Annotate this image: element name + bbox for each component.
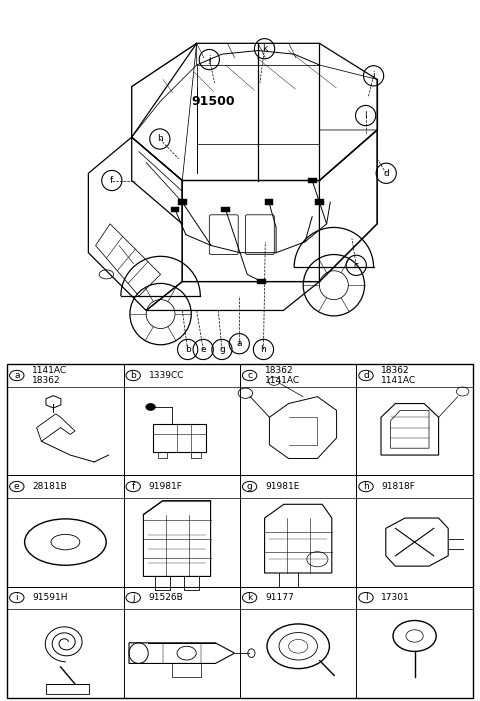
Bar xyxy=(264,199,273,205)
Text: d: d xyxy=(363,371,369,380)
Text: 17301: 17301 xyxy=(382,593,410,602)
Text: j: j xyxy=(132,593,134,602)
Text: j: j xyxy=(208,55,211,64)
Text: c: c xyxy=(247,371,252,380)
Text: 91981E: 91981E xyxy=(265,482,300,491)
Bar xyxy=(221,207,230,212)
Bar xyxy=(257,279,266,285)
Text: i: i xyxy=(372,72,375,81)
Text: a: a xyxy=(14,371,20,380)
Text: h: h xyxy=(261,345,266,354)
Text: 18362
1141AC: 18362 1141AC xyxy=(265,366,300,385)
Text: f: f xyxy=(132,482,135,491)
Text: k: k xyxy=(262,44,267,53)
Text: i: i xyxy=(15,593,18,602)
Text: l: l xyxy=(365,593,367,602)
Text: 1141AC
18362: 1141AC 18362 xyxy=(32,366,67,385)
Text: 91591H: 91591H xyxy=(32,593,68,602)
Text: g: g xyxy=(219,345,225,354)
Text: k: k xyxy=(247,593,252,602)
Text: a: a xyxy=(237,339,242,348)
Text: 28181B: 28181B xyxy=(32,482,67,491)
Text: h: h xyxy=(157,135,163,144)
Bar xyxy=(178,199,187,205)
Text: 91526B: 91526B xyxy=(149,593,183,602)
Bar xyxy=(308,177,316,184)
Text: h: h xyxy=(363,482,369,491)
Text: e: e xyxy=(200,345,206,354)
Text: d: d xyxy=(384,169,389,178)
Text: 18362
1141AC: 18362 1141AC xyxy=(382,366,417,385)
Text: b: b xyxy=(185,345,191,354)
Bar xyxy=(171,207,180,212)
Text: 91500: 91500 xyxy=(191,95,235,107)
Text: 91818F: 91818F xyxy=(382,482,415,491)
Text: g: g xyxy=(247,482,252,491)
Text: l: l xyxy=(364,111,367,120)
Circle shape xyxy=(146,404,156,410)
Text: b: b xyxy=(131,371,136,380)
Bar xyxy=(315,199,324,205)
Text: f: f xyxy=(110,176,113,185)
Text: 91177: 91177 xyxy=(265,593,294,602)
Text: 1339CC: 1339CC xyxy=(149,371,184,380)
Text: 91981F: 91981F xyxy=(149,482,182,491)
Text: e: e xyxy=(14,482,20,491)
Text: c: c xyxy=(354,261,359,270)
